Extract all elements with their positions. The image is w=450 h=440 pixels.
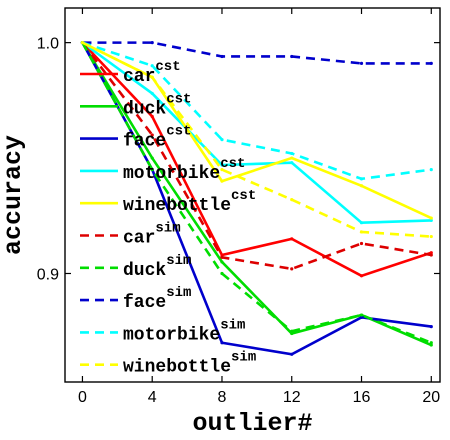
x-tick-label: 12 — [283, 389, 301, 406]
data-point — [359, 221, 364, 225]
data-point — [359, 230, 364, 234]
data-point — [359, 241, 364, 246]
legend: carcstduckcstfacecstmotorbikecstwinebott… — [80, 59, 256, 378]
data-point — [429, 343, 433, 347]
legend-item: winebottlesim — [80, 350, 256, 378]
data-point — [359, 313, 364, 317]
legend-label: motorbikesim — [123, 317, 245, 345]
data-point — [429, 251, 433, 255]
data-point — [220, 137, 224, 142]
legend-item: ducksim — [80, 253, 191, 281]
data-point — [359, 184, 364, 188]
data-point — [220, 255, 224, 259]
series-winebottle-sim — [80, 41, 433, 239]
data-point — [150, 114, 154, 119]
data-point — [150, 41, 154, 45]
legend-label: carsim — [123, 221, 181, 249]
series-line — [82, 41, 432, 65]
data-point — [150, 91, 154, 96]
data-point — [429, 341, 433, 345]
x-tick-label: 16 — [353, 389, 371, 406]
data-point — [220, 271, 224, 276]
series-motorbike-cst — [80, 41, 433, 225]
data-point — [290, 331, 294, 336]
data-point — [429, 253, 433, 257]
series-line — [82, 41, 432, 181]
data-point — [220, 341, 224, 345]
data-point — [429, 168, 433, 172]
data-point — [290, 151, 294, 156]
x-axis-label: outlier# — [192, 409, 312, 438]
x-axis-ticks: 0 4 8 12 16 20 — [78, 8, 440, 406]
legend-item: facesim — [80, 285, 191, 313]
data-point — [429, 61, 433, 66]
data-point — [359, 61, 364, 66]
data-point — [150, 64, 154, 68]
data-point — [429, 324, 433, 329]
series-line — [81, 42, 432, 344]
data-point — [150, 168, 154, 172]
legend-item: facecst — [80, 124, 191, 152]
data-point — [220, 179, 224, 183]
plot-frame — [64, 7, 441, 383]
data-point — [290, 198, 294, 202]
data-point — [429, 218, 433, 222]
data-point — [290, 352, 294, 356]
data-point — [429, 216, 433, 220]
x-tick-label: 8 — [218, 389, 227, 406]
x-tick-label: 0 — [78, 389, 87, 406]
legend-label: ducksim — [123, 253, 191, 281]
data-point — [359, 274, 364, 278]
data-point — [290, 237, 294, 241]
y-tick-label: 0.9 — [37, 266, 59, 283]
data-point — [359, 177, 364, 181]
x-tick-label: 20 — [422, 389, 440, 406]
legend-label: carcst — [123, 59, 181, 87]
data-point — [150, 156, 154, 160]
y-axis-ticks: 0.9 1.0 — [37, 36, 440, 283]
legend-label: facesim — [123, 285, 191, 313]
data-point — [220, 54, 224, 59]
series-line — [81, 41, 432, 271]
legend-label: winebottlesim — [123, 350, 256, 378]
data-point — [150, 133, 154, 137]
legend-item: carsim — [80, 221, 181, 249]
data-point — [290, 156, 294, 160]
data-point — [290, 54, 294, 59]
data-point — [220, 260, 224, 264]
series-line — [81, 41, 432, 278]
data-point — [80, 41, 85, 45]
y-axis-label: accuracy — [0, 135, 28, 255]
data-point — [359, 315, 364, 319]
y-tick-label: 1.0 — [37, 36, 59, 53]
series-face-sim — [80, 41, 433, 66]
data-point — [290, 329, 294, 333]
data-point — [220, 163, 224, 167]
data-point — [150, 75, 154, 79]
x-tick-label: 4 — [148, 389, 157, 406]
data-point — [429, 234, 433, 239]
series-line — [81, 41, 432, 238]
series-layer — [80, 41, 433, 356]
series-line — [81, 41, 432, 225]
data-point — [220, 253, 224, 257]
data-point — [220, 168, 224, 172]
data-point — [290, 267, 294, 271]
data-point — [290, 161, 294, 165]
